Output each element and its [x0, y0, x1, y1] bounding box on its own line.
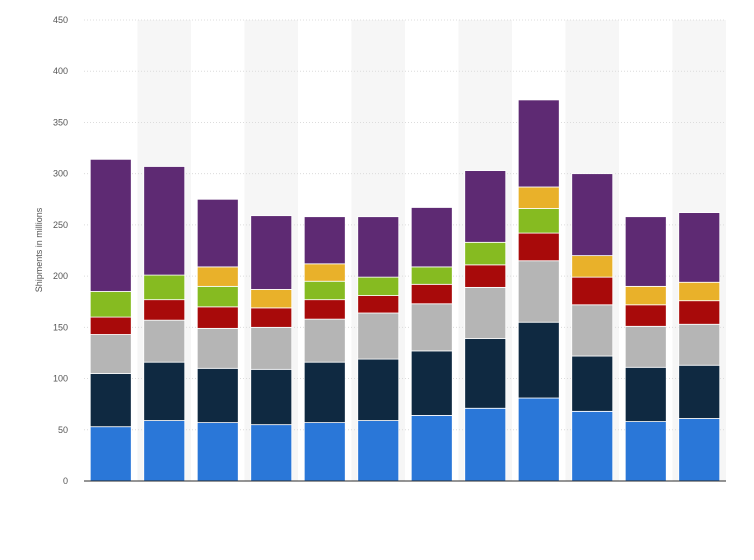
bar-segment[interactable]: [89, 158, 132, 292]
bar-segment[interactable]: [250, 289, 293, 309]
bar-segment[interactable]: [517, 186, 560, 209]
bar-segment[interactable]: [464, 338, 507, 409]
bar-segment[interactable]: [624, 304, 667, 327]
bar-segment[interactable]: [143, 299, 186, 321]
bar-segment[interactable]: [196, 198, 239, 268]
y-axis-title: Shipments in millions: [34, 207, 44, 292]
bar-segment[interactable]: [303, 361, 346, 424]
y-tick-labels: 0 50 100 150 200 250 300 350 400 450: [53, 15, 68, 486]
bar-segment[interactable]: [143, 319, 186, 363]
bar-segment[interactable]: [678, 364, 721, 419]
bar-segment[interactable]: [464, 264, 507, 288]
bar-segment[interactable]: [678, 300, 721, 325]
bar-segment[interactable]: [303, 318, 346, 363]
bar-segment[interactable]: [357, 420, 400, 482]
bar-segment[interactable]: [250, 215, 293, 290]
bar-segment[interactable]: [143, 274, 186, 301]
bar-segment[interactable]: [464, 241, 507, 266]
bar-segment[interactable]: [624, 216, 667, 287]
y-tick-label: 100: [53, 374, 68, 384]
bar-segment[interactable]: [410, 303, 453, 352]
bar-segment[interactable]: [410, 266, 453, 285]
bar-segment[interactable]: [464, 170, 507, 243]
bar-segment[interactable]: [357, 312, 400, 360]
bar-segment[interactable]: [357, 295, 400, 314]
bar-segment[interactable]: [89, 373, 132, 428]
y-tick-label: 150: [53, 322, 68, 332]
bar-segment[interactable]: [89, 291, 132, 318]
bar-segment[interactable]: [517, 260, 560, 323]
bars: [89, 99, 721, 482]
bar-segment[interactable]: [303, 422, 346, 482]
bar-segment[interactable]: [678, 212, 721, 283]
bar-segment[interactable]: [89, 426, 132, 482]
bar-segment[interactable]: [89, 316, 132, 335]
bar-segment[interactable]: [196, 327, 239, 369]
bar-segment[interactable]: [571, 355, 614, 412]
bar-segment[interactable]: [517, 208, 560, 234]
bar-segment[interactable]: [196, 422, 239, 482]
bar-segment[interactable]: [517, 321, 560, 399]
bar-segment[interactable]: [571, 410, 614, 482]
bar-segment[interactable]: [517, 232, 560, 262]
bar-segment[interactable]: [250, 326, 293, 370]
bar-segment[interactable]: [303, 299, 346, 320]
bar-segment[interactable]: [464, 286, 507, 340]
bar-segment[interactable]: [357, 216, 400, 278]
gridlines: [84, 19, 726, 431]
bar-segment[interactable]: [143, 420, 186, 482]
bar-segment[interactable]: [250, 424, 293, 482]
bar-segment[interactable]: [571, 173, 614, 257]
bar-segment[interactable]: [624, 421, 667, 482]
bar-segment[interactable]: [196, 306, 239, 329]
y-tick-label: 450: [53, 15, 68, 25]
bar-segment[interactable]: [143, 361, 186, 421]
y-tick-label: 50: [58, 425, 68, 435]
bar-segment[interactable]: [624, 366, 667, 422]
y-tick-label: 350: [53, 117, 68, 127]
bar-segment[interactable]: [571, 276, 614, 306]
bar-segment[interactable]: [571, 304, 614, 357]
bar-segment[interactable]: [250, 368, 293, 426]
bar-segment[interactable]: [196, 367, 239, 424]
bar-segment[interactable]: [678, 418, 721, 482]
y-tick-label: 300: [53, 169, 68, 179]
y-tick-label: 400: [53, 66, 68, 76]
bar-segment[interactable]: [357, 276, 400, 296]
bar-segment[interactable]: [464, 407, 507, 482]
bar-segment[interactable]: [678, 281, 721, 302]
bar-segment[interactable]: [678, 323, 721, 366]
bar-segment[interactable]: [143, 166, 186, 276]
y-tick-label: 200: [53, 271, 68, 281]
bar-segment[interactable]: [89, 334, 132, 374]
bar-segment[interactable]: [571, 255, 614, 278]
bar-segment[interactable]: [303, 263, 346, 282]
bar-segment[interactable]: [196, 285, 239, 308]
bar-segment[interactable]: [624, 285, 667, 306]
bar-segment[interactable]: [517, 99, 560, 188]
y-tick-label: 0: [63, 476, 68, 486]
bar-segment[interactable]: [196, 266, 239, 287]
bar-segment[interactable]: [410, 283, 453, 305]
bar-segment[interactable]: [303, 280, 346, 301]
bar-segment[interactable]: [303, 216, 346, 265]
bar-segment[interactable]: [517, 397, 560, 482]
bar-segment[interactable]: [250, 307, 293, 328]
bar-segment[interactable]: [410, 415, 453, 482]
bar-segment[interactable]: [357, 358, 400, 421]
bar-segment[interactable]: [624, 325, 667, 368]
bar-segment[interactable]: [410, 207, 453, 268]
bar-segment[interactable]: [410, 350, 453, 416]
y-tick-label: 250: [53, 220, 68, 230]
